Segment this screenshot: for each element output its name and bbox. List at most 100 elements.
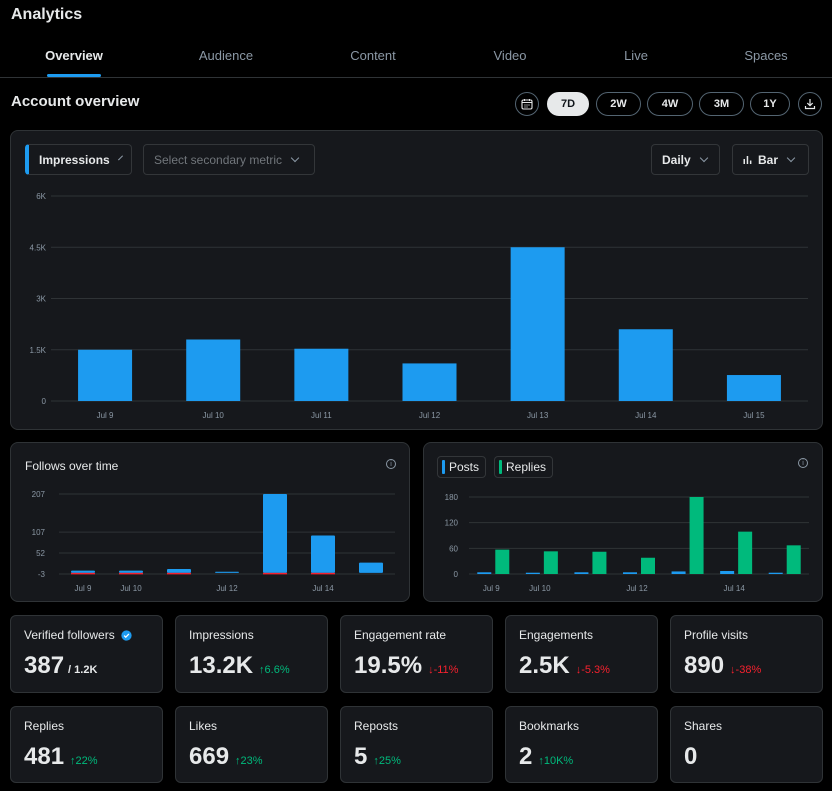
tab-overview[interactable]: Overview — [45, 48, 103, 63]
replies-bar — [495, 549, 510, 574]
calendar-button[interactable] — [515, 92, 539, 116]
info-icon[interactable]: i — [798, 458, 808, 468]
tab-audience[interactable]: Audience — [198, 48, 254, 63]
replies-swatch — [499, 460, 502, 474]
x-tick-label: Jul 15 — [743, 411, 765, 420]
x-tick-label: Jul 13 — [527, 411, 549, 420]
bar-chart-icon — [743, 156, 752, 164]
y-tick-label: 180 — [445, 493, 459, 502]
metric-value: 890 — [684, 652, 725, 679]
metric-card-bookmarks[interactable]: Bookmarks 2 ↑10K% — [505, 706, 658, 783]
replies-bar — [786, 545, 801, 574]
legend-posts-label: Posts — [449, 460, 480, 474]
range-1y-button[interactable]: 1Y — [750, 92, 790, 116]
arrow-up-icon: ↑ — [70, 755, 76, 767]
legend-replies[interactable]: Replies — [494, 456, 554, 478]
unfollows-bar — [167, 572, 191, 575]
metric-label: Profile visits — [684, 628, 749, 642]
arrow-up-icon: ↑ — [538, 755, 544, 767]
download-icon — [804, 99, 816, 110]
metric-change-down: ↓-38% — [730, 664, 762, 676]
posts-bar — [768, 572, 783, 574]
metric-change-up: ↑6.6% — [259, 664, 290, 676]
metric-change-up: ↑10K% — [538, 755, 574, 767]
replies-bar — [738, 531, 753, 574]
metric-card-likes[interactable]: Likes 669 ↑23% — [175, 706, 328, 783]
x-tick-label: Jul 9 — [483, 584, 500, 593]
impressions-bar — [726, 375, 781, 401]
metric-card-verified-followers[interactable]: Verified followers 387/ 1.2K — [10, 615, 163, 693]
x-tick-label: Jul 14 — [723, 584, 745, 593]
arrow-up-icon: ↑ — [259, 664, 265, 676]
tab-bar: Overview Audience Content Video Live Spa… — [0, 38, 832, 78]
y-tick-label: 107 — [32, 528, 46, 537]
x-tick-label: Jul 12 — [216, 584, 238, 593]
tab-live[interactable]: Live — [624, 48, 648, 63]
metric-card-reposts[interactable]: Reposts 5 ↑25% — [340, 706, 493, 783]
x-tick-label: Jul 10 — [529, 584, 551, 593]
x-tick-label: Jul 9 — [75, 584, 92, 593]
y-tick-label: 3K — [36, 295, 46, 304]
metric-label: Replies — [24, 719, 65, 733]
y-tick-label: 0 — [42, 397, 47, 406]
replies-bar — [689, 497, 704, 574]
metric-card-replies[interactable]: Replies 481 ↑22% — [10, 706, 163, 783]
x-tick-label: Jul 12 — [626, 584, 648, 593]
arrow-up-icon: ↑ — [235, 755, 241, 767]
posts-bar — [574, 572, 589, 574]
metric-label: Engagements — [519, 628, 594, 642]
secondary-metric-placeholder: Select secondary metric — [154, 152, 283, 167]
range-7d-button[interactable]: 7D — [547, 92, 589, 116]
tab-content[interactable]: Content — [350, 48, 396, 63]
section-title: Account overview — [11, 93, 140, 110]
download-button[interactable] — [798, 92, 822, 116]
posts-bar — [720, 571, 735, 574]
y-tick-label: 120 — [445, 519, 459, 528]
metric-card-profile-visits[interactable]: Profile visits 890 ↓-38% — [670, 615, 823, 693]
range-2w-button[interactable]: 2W — [596, 92, 641, 116]
legend-posts[interactable]: Posts — [437, 456, 487, 478]
metric-value: 0 — [684, 743, 698, 770]
x-tick-label: Jul 10 — [203, 411, 225, 420]
metric-value: 669 — [189, 743, 230, 770]
unfollows-bar — [263, 572, 287, 575]
y-tick-label: 1.5K — [30, 346, 47, 355]
metric-value: 387 — [24, 652, 65, 679]
metric-card-engagements[interactable]: Engagements 2.5K ↓-5.3% — [505, 615, 658, 693]
follows-card: Follows over time i 207 107 52 -3 Jul 9 Jul 1… — [10, 442, 410, 602]
y-tick-label: -3 — [38, 570, 46, 579]
x-tick-label: Jul 14 — [635, 411, 657, 420]
info-icon[interactable]: i — [386, 459, 396, 469]
follows-bar — [263, 494, 287, 573]
x-tick-label: Jul 14 — [312, 584, 334, 593]
y-tick-label: 6K — [36, 192, 46, 201]
metric-change-up: ↑25% — [373, 755, 401, 767]
impressions-chart: 6K 4.5K 3K 1.5K 0 Jul 9 Jul 10 Jul 11 Jul 12 Jul … — [30, 192, 808, 420]
metric-change-down: ↓-11% — [428, 664, 459, 676]
follows-bar — [215, 571, 239, 573]
replies-bar — [641, 557, 655, 574]
main-chart-card: Impressions Select secondary metric Dail… — [10, 130, 823, 430]
impressions-bar — [510, 247, 565, 401]
metric-card-impressions[interactable]: Impressions 13.2K ↑6.6% — [175, 615, 328, 693]
range-4w-button[interactable]: 4W — [647, 92, 693, 116]
y-tick-label: 4.5K — [30, 243, 47, 252]
range-3m-button[interactable]: 3M — [699, 92, 744, 116]
tab-spaces[interactable]: Spaces — [744, 48, 788, 63]
primary-metric-dropdown[interactable]: Impressions — [25, 144, 132, 175]
metric-value: 13.2K — [189, 652, 254, 679]
tab-video[interactable]: Video — [493, 48, 527, 63]
metric-label: Likes — [189, 719, 218, 733]
interval-label: Daily — [662, 152, 691, 167]
interval-dropdown[interactable]: Daily — [651, 144, 720, 175]
secondary-metric-dropdown[interactable]: Select secondary metric — [143, 144, 315, 175]
chart-type-dropdown[interactable]: Bar — [732, 144, 809, 175]
arrow-down-icon: ↓ — [428, 664, 434, 676]
metric-card-shares[interactable]: Shares 0 — [670, 706, 823, 783]
posts-bar — [671, 571, 686, 574]
calendar-icon — [521, 99, 533, 110]
metric-card-engagement-rate[interactable]: Engagement rate 19.5% ↓-11% — [340, 615, 493, 693]
posts-replies-chart: 180 120 60 0 Jul 9 Jul 10 Jul 12 Jul 14 — [445, 493, 809, 593]
arrow-down-icon: ↓ — [730, 664, 736, 676]
arrow-down-icon: ↓ — [575, 664, 582, 676]
